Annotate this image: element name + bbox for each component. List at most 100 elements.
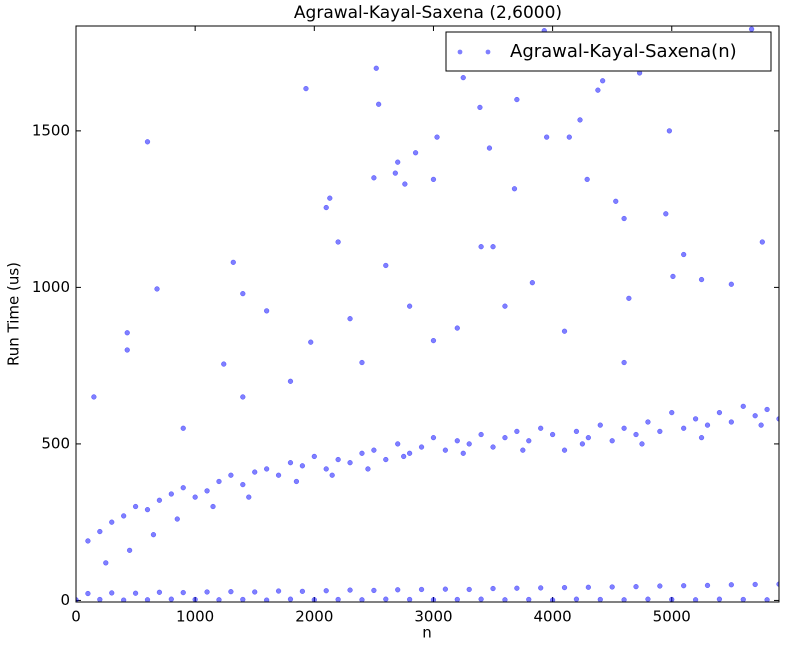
point [395, 159, 401, 165]
point [192, 596, 198, 602]
point [401, 453, 407, 460]
point [347, 460, 353, 466]
point [549, 597, 556, 602]
x-tick-label: 1000 [176, 608, 214, 626]
point [109, 519, 115, 525]
point [752, 413, 758, 419]
point [85, 538, 91, 544]
legend: Agrawal-Kayal-Saxena(n) [445, 31, 772, 72]
point [329, 472, 335, 478]
plot-frame [75, 25, 780, 603]
point [657, 428, 663, 435]
point [633, 431, 639, 438]
point [716, 596, 723, 602]
point [311, 597, 317, 602]
point [561, 328, 568, 334]
point [621, 359, 627, 366]
x-tick-label: 5000 [653, 608, 691, 626]
x-axis-label: n [422, 624, 432, 642]
point [97, 528, 103, 535]
point [395, 587, 401, 593]
point [180, 425, 186, 431]
point [293, 478, 300, 485]
point [287, 596, 294, 602]
point [698, 435, 705, 441]
legend-marker [485, 49, 491, 55]
point [645, 419, 651, 425]
point [180, 589, 186, 596]
point [97, 596, 103, 602]
point [323, 588, 329, 594]
point [538, 585, 544, 591]
point [740, 596, 746, 602]
point [373, 65, 379, 71]
point [454, 325, 460, 331]
point [311, 453, 317, 460]
point [478, 596, 484, 602]
point [91, 394, 97, 400]
point [526, 596, 532, 602]
point [418, 444, 425, 450]
point [121, 597, 127, 602]
point [514, 428, 520, 435]
point [132, 503, 139, 510]
point [144, 139, 151, 145]
point [609, 584, 615, 590]
point [595, 87, 601, 93]
point [669, 596, 675, 602]
point [204, 488, 210, 494]
point [150, 532, 157, 538]
point [156, 589, 163, 595]
point [764, 406, 770, 413]
point [584, 176, 590, 183]
point [692, 597, 699, 602]
point [275, 588, 282, 594]
point [124, 347, 130, 353]
point [752, 581, 758, 588]
point [103, 560, 109, 566]
point [121, 513, 127, 519]
point [681, 251, 687, 258]
point [704, 582, 711, 589]
point [287, 378, 294, 384]
point [240, 481, 246, 488]
point [240, 394, 246, 400]
point [466, 441, 472, 447]
point [154, 286, 160, 292]
point [490, 244, 496, 250]
point [442, 447, 449, 453]
point [502, 597, 508, 602]
point [502, 303, 508, 309]
points [76, 26, 779, 602]
point [502, 435, 508, 441]
point [359, 597, 365, 602]
legend-marker [457, 49, 463, 55]
point [633, 584, 639, 590]
point [402, 181, 408, 187]
point [347, 587, 353, 593]
point [144, 597, 151, 602]
point [764, 597, 770, 602]
point [323, 204, 329, 211]
point [758, 422, 764, 428]
point [124, 330, 130, 336]
point [371, 447, 377, 453]
point [204, 589, 210, 595]
point [109, 590, 115, 596]
point [561, 584, 568, 591]
point [359, 450, 365, 456]
point [383, 456, 389, 463]
point [210, 503, 216, 510]
point [573, 596, 580, 602]
point [263, 308, 270, 314]
point [228, 472, 234, 478]
point [460, 450, 466, 456]
point [392, 170, 398, 176]
point [529, 280, 536, 286]
point [132, 590, 139, 596]
point [375, 101, 382, 107]
point [704, 422, 711, 428]
point [621, 215, 627, 222]
point [192, 494, 198, 500]
